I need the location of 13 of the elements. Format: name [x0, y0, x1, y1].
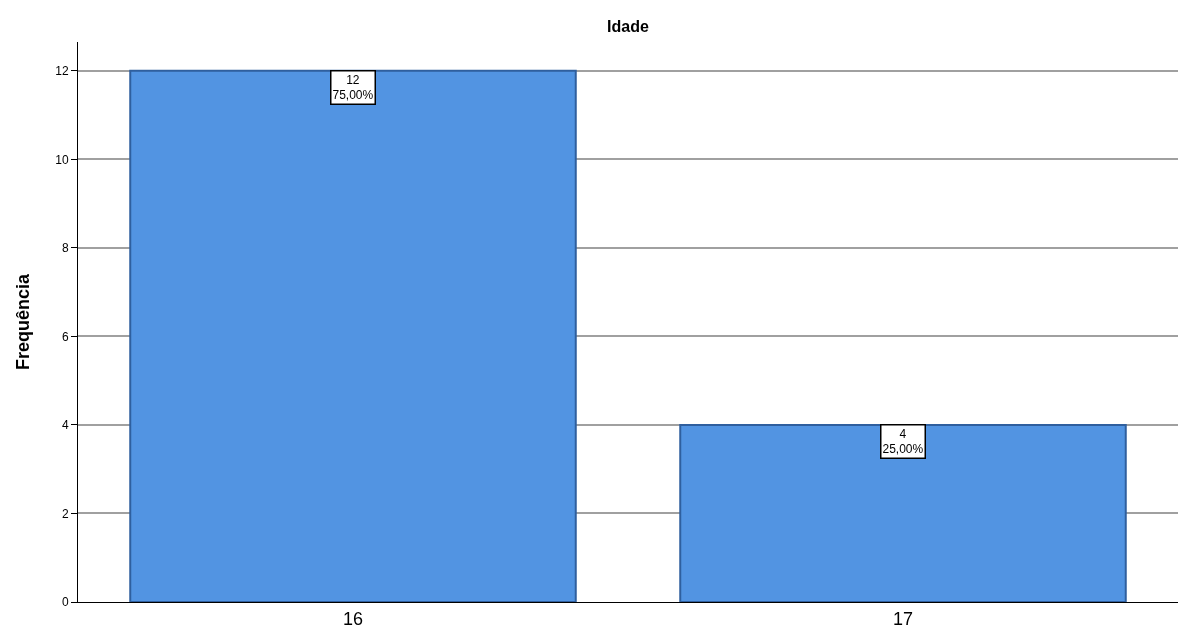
y-tick-label: 8 [61, 241, 69, 256]
data-label: 12 75,00% [332, 72, 374, 103]
y-tick-label: 4 [61, 418, 69, 433]
data-label: 4 25,00% [882, 426, 924, 457]
y-tick-label: 12 [55, 63, 69, 78]
chart-title: Idade [607, 17, 649, 35]
y-tick-label: 0 [61, 595, 69, 610]
y-tick-label: 2 [61, 506, 69, 521]
x-tick-label: 16 [342, 608, 364, 629]
y-tick-label: 6 [61, 329, 69, 344]
y-axis-title: Frequência [13, 273, 34, 371]
x-tick-label: 17 [892, 608, 914, 629]
y-tick-label: 10 [55, 152, 69, 167]
